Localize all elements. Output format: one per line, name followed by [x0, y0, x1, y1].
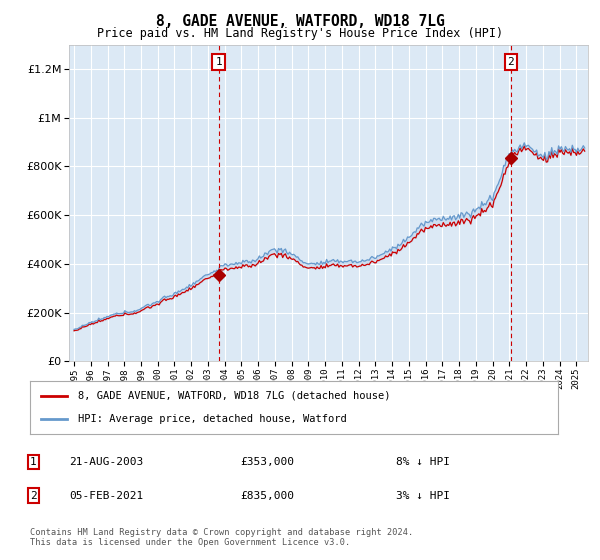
Text: £835,000: £835,000 [240, 491, 294, 501]
Text: 05-FEB-2021: 05-FEB-2021 [69, 491, 143, 501]
Text: 1: 1 [215, 57, 222, 67]
Text: 2: 2 [508, 57, 514, 67]
Text: 8, GADE AVENUE, WATFORD, WD18 7LG (detached house): 8, GADE AVENUE, WATFORD, WD18 7LG (detac… [77, 391, 390, 401]
Text: 21-AUG-2003: 21-AUG-2003 [69, 457, 143, 467]
Text: £353,000: £353,000 [240, 457, 294, 467]
Text: 2: 2 [30, 491, 37, 501]
Text: 8% ↓ HPI: 8% ↓ HPI [396, 457, 450, 467]
Text: 1: 1 [30, 457, 37, 467]
Text: Price paid vs. HM Land Registry's House Price Index (HPI): Price paid vs. HM Land Registry's House … [97, 27, 503, 40]
Text: HPI: Average price, detached house, Watford: HPI: Average price, detached house, Watf… [77, 414, 346, 424]
Text: 8, GADE AVENUE, WATFORD, WD18 7LG: 8, GADE AVENUE, WATFORD, WD18 7LG [155, 14, 445, 29]
Text: 3% ↓ HPI: 3% ↓ HPI [396, 491, 450, 501]
Text: Contains HM Land Registry data © Crown copyright and database right 2024.
This d: Contains HM Land Registry data © Crown c… [30, 528, 413, 547]
